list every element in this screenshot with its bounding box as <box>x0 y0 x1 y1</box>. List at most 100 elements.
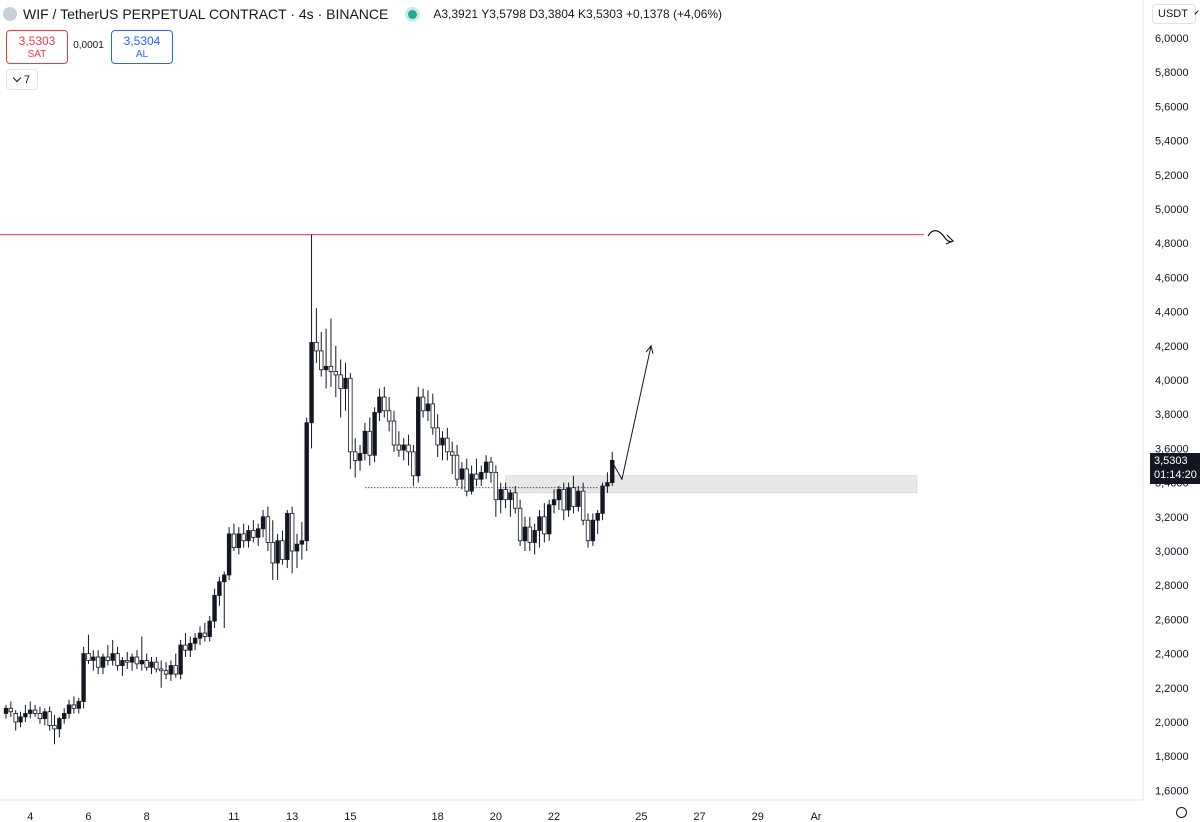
candle-body <box>246 530 251 542</box>
indicators-toggle[interactable]: 7 <box>6 69 38 90</box>
candle-body <box>154 661 159 670</box>
y-tick-label: 3,2000 <box>1155 512 1189 524</box>
last-price-tag: 3,5303 01:14:20 <box>1150 453 1200 484</box>
candle-body <box>183 644 188 651</box>
candle-body <box>513 492 518 509</box>
candle-body <box>285 512 290 560</box>
candle-body <box>459 468 465 480</box>
candle-body <box>3 707 9 714</box>
chevron-down-icon <box>12 73 22 83</box>
x-tick-label: 13 <box>286 811 298 822</box>
projection-arrow-head <box>645 344 654 354</box>
candle-body <box>479 471 484 480</box>
live-status-icon <box>408 9 418 19</box>
candle-body <box>348 377 353 453</box>
buy-label: AL <box>135 49 149 60</box>
spread-value: 0,0001 <box>73 40 104 51</box>
candle-body <box>580 490 586 521</box>
candle-body <box>416 396 421 477</box>
currency-select[interactable]: USDT <box>1152 4 1199 24</box>
candle-body <box>197 632 203 639</box>
x-tick-label: 20 <box>490 811 502 822</box>
candle-body <box>454 454 460 480</box>
candle-body <box>488 461 494 473</box>
currency-label: USDT <box>1158 8 1188 20</box>
symbol-title[interactable]: WIF / TetherUS PERPETUAL CONTRACT · 4s ·… <box>23 6 389 22</box>
chart-header: WIF / TetherUS PERPETUAL CONTRACT · 4s ·… <box>0 0 722 28</box>
candle-body <box>508 492 513 501</box>
candle-body <box>100 656 106 668</box>
y-tick-label: 1,6000 <box>1155 785 1189 797</box>
candle-body <box>309 341 314 424</box>
sell-label: SAT <box>27 49 47 60</box>
y-tick-label: 5,6000 <box>1155 101 1189 113</box>
candle-body <box>212 595 217 622</box>
y-tick-label: 5,0000 <box>1155 204 1189 216</box>
candle-body <box>483 461 489 473</box>
candle-body <box>294 543 300 552</box>
candle-body <box>91 656 96 661</box>
x-tick-label: 22 <box>548 811 560 822</box>
candle-body <box>202 632 208 637</box>
bar-countdown: 01:14:20 <box>1154 469 1197 481</box>
candle-body <box>420 396 426 412</box>
candle-body <box>125 660 130 663</box>
candle-body <box>551 499 557 506</box>
candle-body <box>251 530 256 538</box>
last-price-value: 3,5303 <box>1154 455 1188 467</box>
y-tick-label: 3,8000 <box>1155 409 1189 421</box>
candle-body <box>289 512 295 552</box>
candle-body <box>474 473 479 480</box>
y-tick-label: 5,8000 <box>1155 67 1189 79</box>
candle-body <box>333 371 338 376</box>
candle-body <box>71 704 77 709</box>
candle-body <box>386 410 392 422</box>
candle-body <box>81 653 86 702</box>
x-tick-label: 18 <box>432 811 444 822</box>
sell-button[interactable]: 3,5303 SAT <box>6 30 68 64</box>
candle-body <box>42 711 47 719</box>
x-tick-label: Ar <box>810 811 821 822</box>
candle-body <box>449 451 455 456</box>
x-tick-label: 25 <box>635 811 647 822</box>
candle-body <box>173 665 178 675</box>
y-tick-label: 4,4000 <box>1155 307 1189 319</box>
candle-body <box>222 574 227 583</box>
candle-body <box>231 533 237 548</box>
candle-body <box>401 444 406 451</box>
candle-body <box>8 707 14 713</box>
settings-gear-icon[interactable] <box>1176 807 1187 818</box>
candle-body <box>86 653 91 661</box>
candle-body <box>129 656 135 663</box>
y-tick-label: 4,0000 <box>1155 375 1189 387</box>
buy-button[interactable]: 3,5304 AL <box>111 30 173 64</box>
candle-body <box>610 459 615 483</box>
candle-body <box>522 526 528 542</box>
x-tick-label: 11 <box>228 811 239 822</box>
candle-body <box>178 644 183 675</box>
y-tick-label: 5,2000 <box>1155 170 1189 182</box>
candle-body <box>226 533 232 576</box>
candle-body <box>469 473 474 492</box>
candle-body <box>32 709 38 714</box>
candle-body <box>532 530 537 543</box>
x-tick-label: 8 <box>144 811 150 822</box>
candle-body <box>411 451 416 477</box>
candle-body <box>110 653 115 661</box>
candle-body <box>503 489 508 501</box>
buy-price: 3,5304 <box>123 34 161 48</box>
sell-price: 3,5303 <box>18 34 56 48</box>
y-tick-label: 2,4000 <box>1155 649 1189 661</box>
candle-body <box>338 374 343 389</box>
candle-body <box>270 542 275 564</box>
symbol-logo-icon[interactable] <box>3 7 17 21</box>
x-tick-label: 15 <box>344 811 356 822</box>
candle-body <box>62 713 67 719</box>
candle-body <box>323 365 329 371</box>
y-tick-label: 2,0000 <box>1155 717 1189 729</box>
y-tick-label: 2,6000 <box>1155 614 1189 626</box>
candle-body <box>236 533 241 548</box>
candle-body <box>498 489 503 501</box>
candle-body <box>144 660 149 668</box>
